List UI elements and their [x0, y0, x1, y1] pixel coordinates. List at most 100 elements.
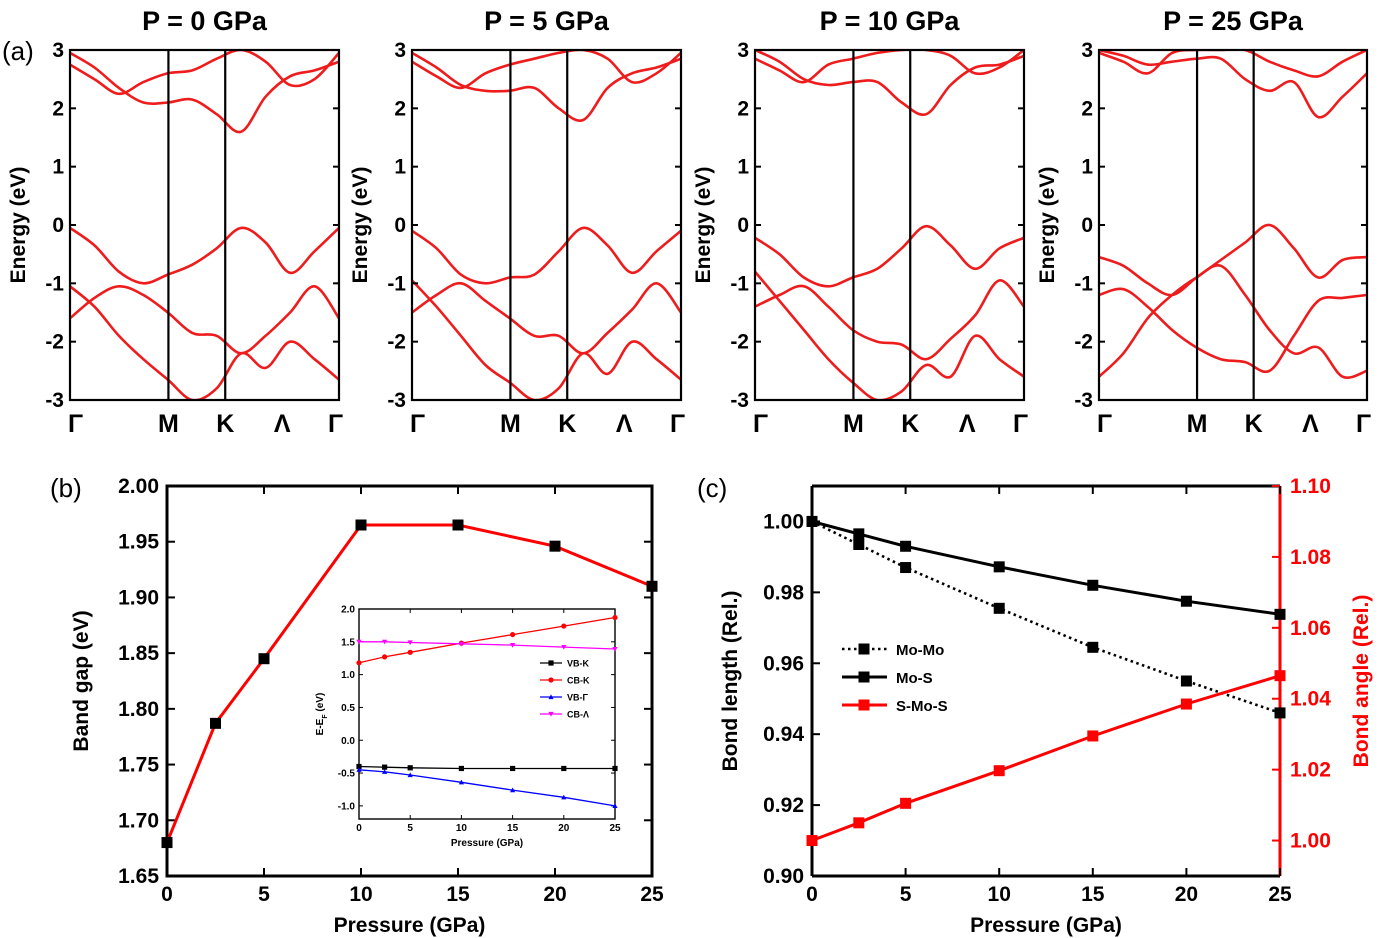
band-line-3	[755, 270, 1024, 400]
series-point-mo-mo-6	[1274, 707, 1286, 719]
x-tick-label: 20	[1175, 883, 1198, 906]
inset-point-1-5	[561, 623, 567, 629]
band-line-2	[1099, 287, 1367, 374]
legend-label-1: Mo-S	[896, 670, 933, 687]
series-point-mo-s-6	[1274, 608, 1286, 620]
y2-tick-label: 1.00	[1290, 830, 1331, 853]
y-tick-label: -2	[387, 331, 406, 354]
band-structure-panel-0gpa: P = 0 GPa -3 -2 -1 0 1 2 3 Energy (eV) Γ M K Λ Γ	[7, 6, 343, 438]
panel-label-b: (b)	[50, 473, 82, 503]
gap-data-point-1	[210, 717, 221, 729]
y-tick-label: 0.96	[763, 652, 804, 675]
band-line-1	[1099, 223, 1367, 297]
inset-point-0-3	[458, 765, 464, 772]
kpoint-label-1: M	[158, 410, 179, 438]
y-tick-label: 1.95	[118, 531, 159, 554]
y-tick-label: 2	[52, 97, 64, 120]
kpoint-label-2: K	[558, 410, 576, 438]
y-tick-label: 2.00	[118, 475, 159, 498]
inset-point-2-4	[510, 787, 516, 793]
band-line-2	[755, 279, 1024, 361]
kpoint-label-4: Γ	[1013, 410, 1028, 438]
inset-point-2-1	[382, 769, 388, 774]
inset-point-2-0	[356, 767, 362, 772]
x-tick-label: 0	[161, 883, 173, 906]
y-tick-label: -3	[730, 389, 749, 412]
band-lines	[70, 50, 339, 400]
y-axis-label: Energy (eV)	[1036, 167, 1059, 284]
y-tick-label: 1.90	[118, 586, 159, 609]
y2-tick-label: 1.04	[1290, 688, 1331, 711]
band-structure-panel-10gpa: P = 10 GPa -3 -2 -1 0 1 2 3 Energy (eV) Γ M K Λ Γ	[692, 6, 1028, 438]
kpoint-label-3: Λ	[959, 410, 976, 438]
inset-point-0-4	[510, 765, 516, 772]
inset-y-axis-label: E-EF (eV)	[315, 693, 329, 736]
inset-x-tick-label: 10	[456, 823, 468, 834]
kpoint-label-4: Γ	[1356, 410, 1371, 438]
band-line-4	[412, 51, 681, 122]
y-tick-label: 0.94	[763, 723, 804, 746]
y-tick-label: 3	[52, 39, 64, 62]
y-tick-label: 1.75	[118, 754, 159, 777]
plot-frame	[753, 48, 1026, 402]
series-point-mo-s-5	[1180, 595, 1192, 607]
band-line-3	[1099, 263, 1367, 379]
x-tick-label: 20	[543, 883, 566, 906]
band-line-4	[1099, 50, 1367, 119]
y-tick-label: 0	[737, 214, 749, 237]
inset-x-tick-label: 15	[507, 823, 519, 834]
x-tick-label: 15	[1081, 883, 1105, 906]
band-line-1	[755, 224, 1024, 288]
y-tick-label: 1.70	[118, 809, 159, 832]
panel-label-c: (c)	[697, 473, 727, 503]
x-tick-label: 5	[258, 883, 270, 906]
y-axis-label: Energy (eV)	[692, 167, 715, 284]
series-line-mo-s	[811, 520, 1281, 616]
gap-data-point-4	[452, 519, 464, 531]
kpoint-label-2: K	[216, 410, 234, 438]
y-tick-label: 1.00	[763, 510, 804, 533]
inset-point-2-2	[407, 772, 413, 778]
inset-legend-label-0: VB-K	[567, 659, 589, 669]
band-line-2	[70, 284, 339, 355]
inset-point-3-6	[612, 646, 618, 652]
plot-frame	[165, 484, 654, 878]
y-tick-label: 2	[737, 97, 749, 120]
series-point-mo-s-4	[1087, 579, 1099, 591]
x-tick-label: 10	[988, 883, 1011, 906]
legend-label-2: S-Mo-S	[896, 698, 948, 715]
gap-data-point-5	[549, 540, 561, 552]
band-line-5	[755, 50, 1024, 84]
band-line-3	[70, 285, 339, 400]
kpoint-label-3: Λ	[274, 410, 291, 438]
inset-point-3-2	[407, 640, 413, 646]
inset-legend-marker-3	[548, 711, 554, 717]
series-point-mo-mo-2	[900, 562, 912, 574]
legend-marker-0	[858, 643, 870, 655]
inset-point-0-6	[612, 765, 618, 772]
band-lines	[755, 50, 1024, 400]
kpoint-label-1: M	[843, 410, 864, 438]
series-point-mo-s-2	[900, 540, 912, 552]
inset-point-1-6	[612, 614, 618, 621]
inset-point-1-1	[382, 654, 388, 660]
kpoint-label-4: Γ	[670, 410, 685, 438]
kpoint-label-3: Λ	[1302, 410, 1319, 438]
inset-y-tick-label: 0.5	[341, 703, 355, 714]
band-line-1	[70, 226, 339, 285]
y-tick-label: 1	[737, 156, 749, 179]
y-tick-label: -3	[387, 389, 406, 412]
inset-legend-label-3: CB-Λ	[567, 710, 589, 720]
kpoint-label-2: K	[901, 410, 919, 438]
kpoint-label-0: Γ	[68, 410, 83, 438]
plot-frame	[68, 48, 341, 402]
gap-data-point-3	[355, 519, 367, 531]
y-axis-label: Band gap (eV)	[70, 610, 93, 751]
y-tick-label: 1.85	[118, 642, 159, 665]
y-tick-label: 0	[52, 214, 64, 237]
panel-title: P = 0 GPa	[142, 6, 268, 36]
y-tick-label: 1	[394, 156, 406, 179]
inset-point-3-1	[382, 639, 388, 645]
kpoint-label-0: Γ	[1097, 410, 1112, 438]
inset-point-3-5	[561, 644, 567, 650]
